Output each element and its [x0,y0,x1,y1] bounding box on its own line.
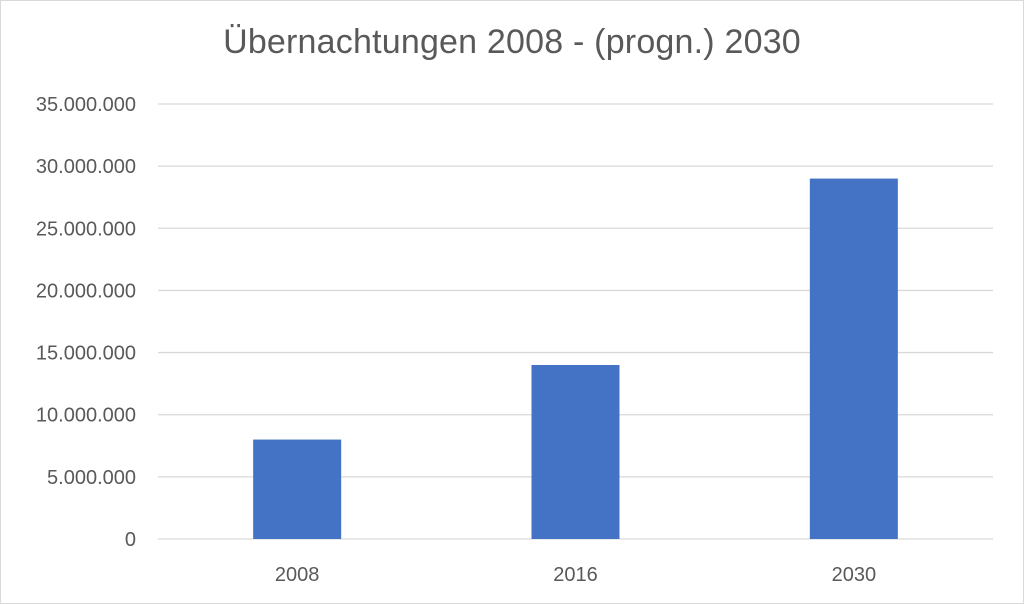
x-tick-label: 2008 [275,564,320,586]
y-tick-label: 10.000.000 [36,405,136,427]
y-tick-label: 5.000.000 [47,467,136,489]
x-axis-tick-labels: 2008 2016 2030 [275,564,876,586]
x-tick-label: 2030 [832,564,877,586]
bar-2008 [253,439,342,539]
bars [253,178,898,540]
y-tick-label: 15.000.000 [36,343,136,365]
y-tick-label: 30.000.000 [36,156,136,178]
bar-2030 [809,178,898,540]
y-axis-tick-labels: 0 5.000.000 10.000.000 15.000.000 20.000.000… [36,94,136,551]
y-tick-label: 20.000.000 [36,280,136,302]
y-tick-label: 25.000.000 [36,218,136,240]
chart-title: Übernachtungen 2008 - (progn.) 2030 [223,23,801,61]
y-tick-label: 35.000.000 [36,94,136,116]
x-tick-label: 2016 [553,564,598,586]
bar-2016 [531,365,620,539]
y-tick-label: 0 [125,529,136,551]
